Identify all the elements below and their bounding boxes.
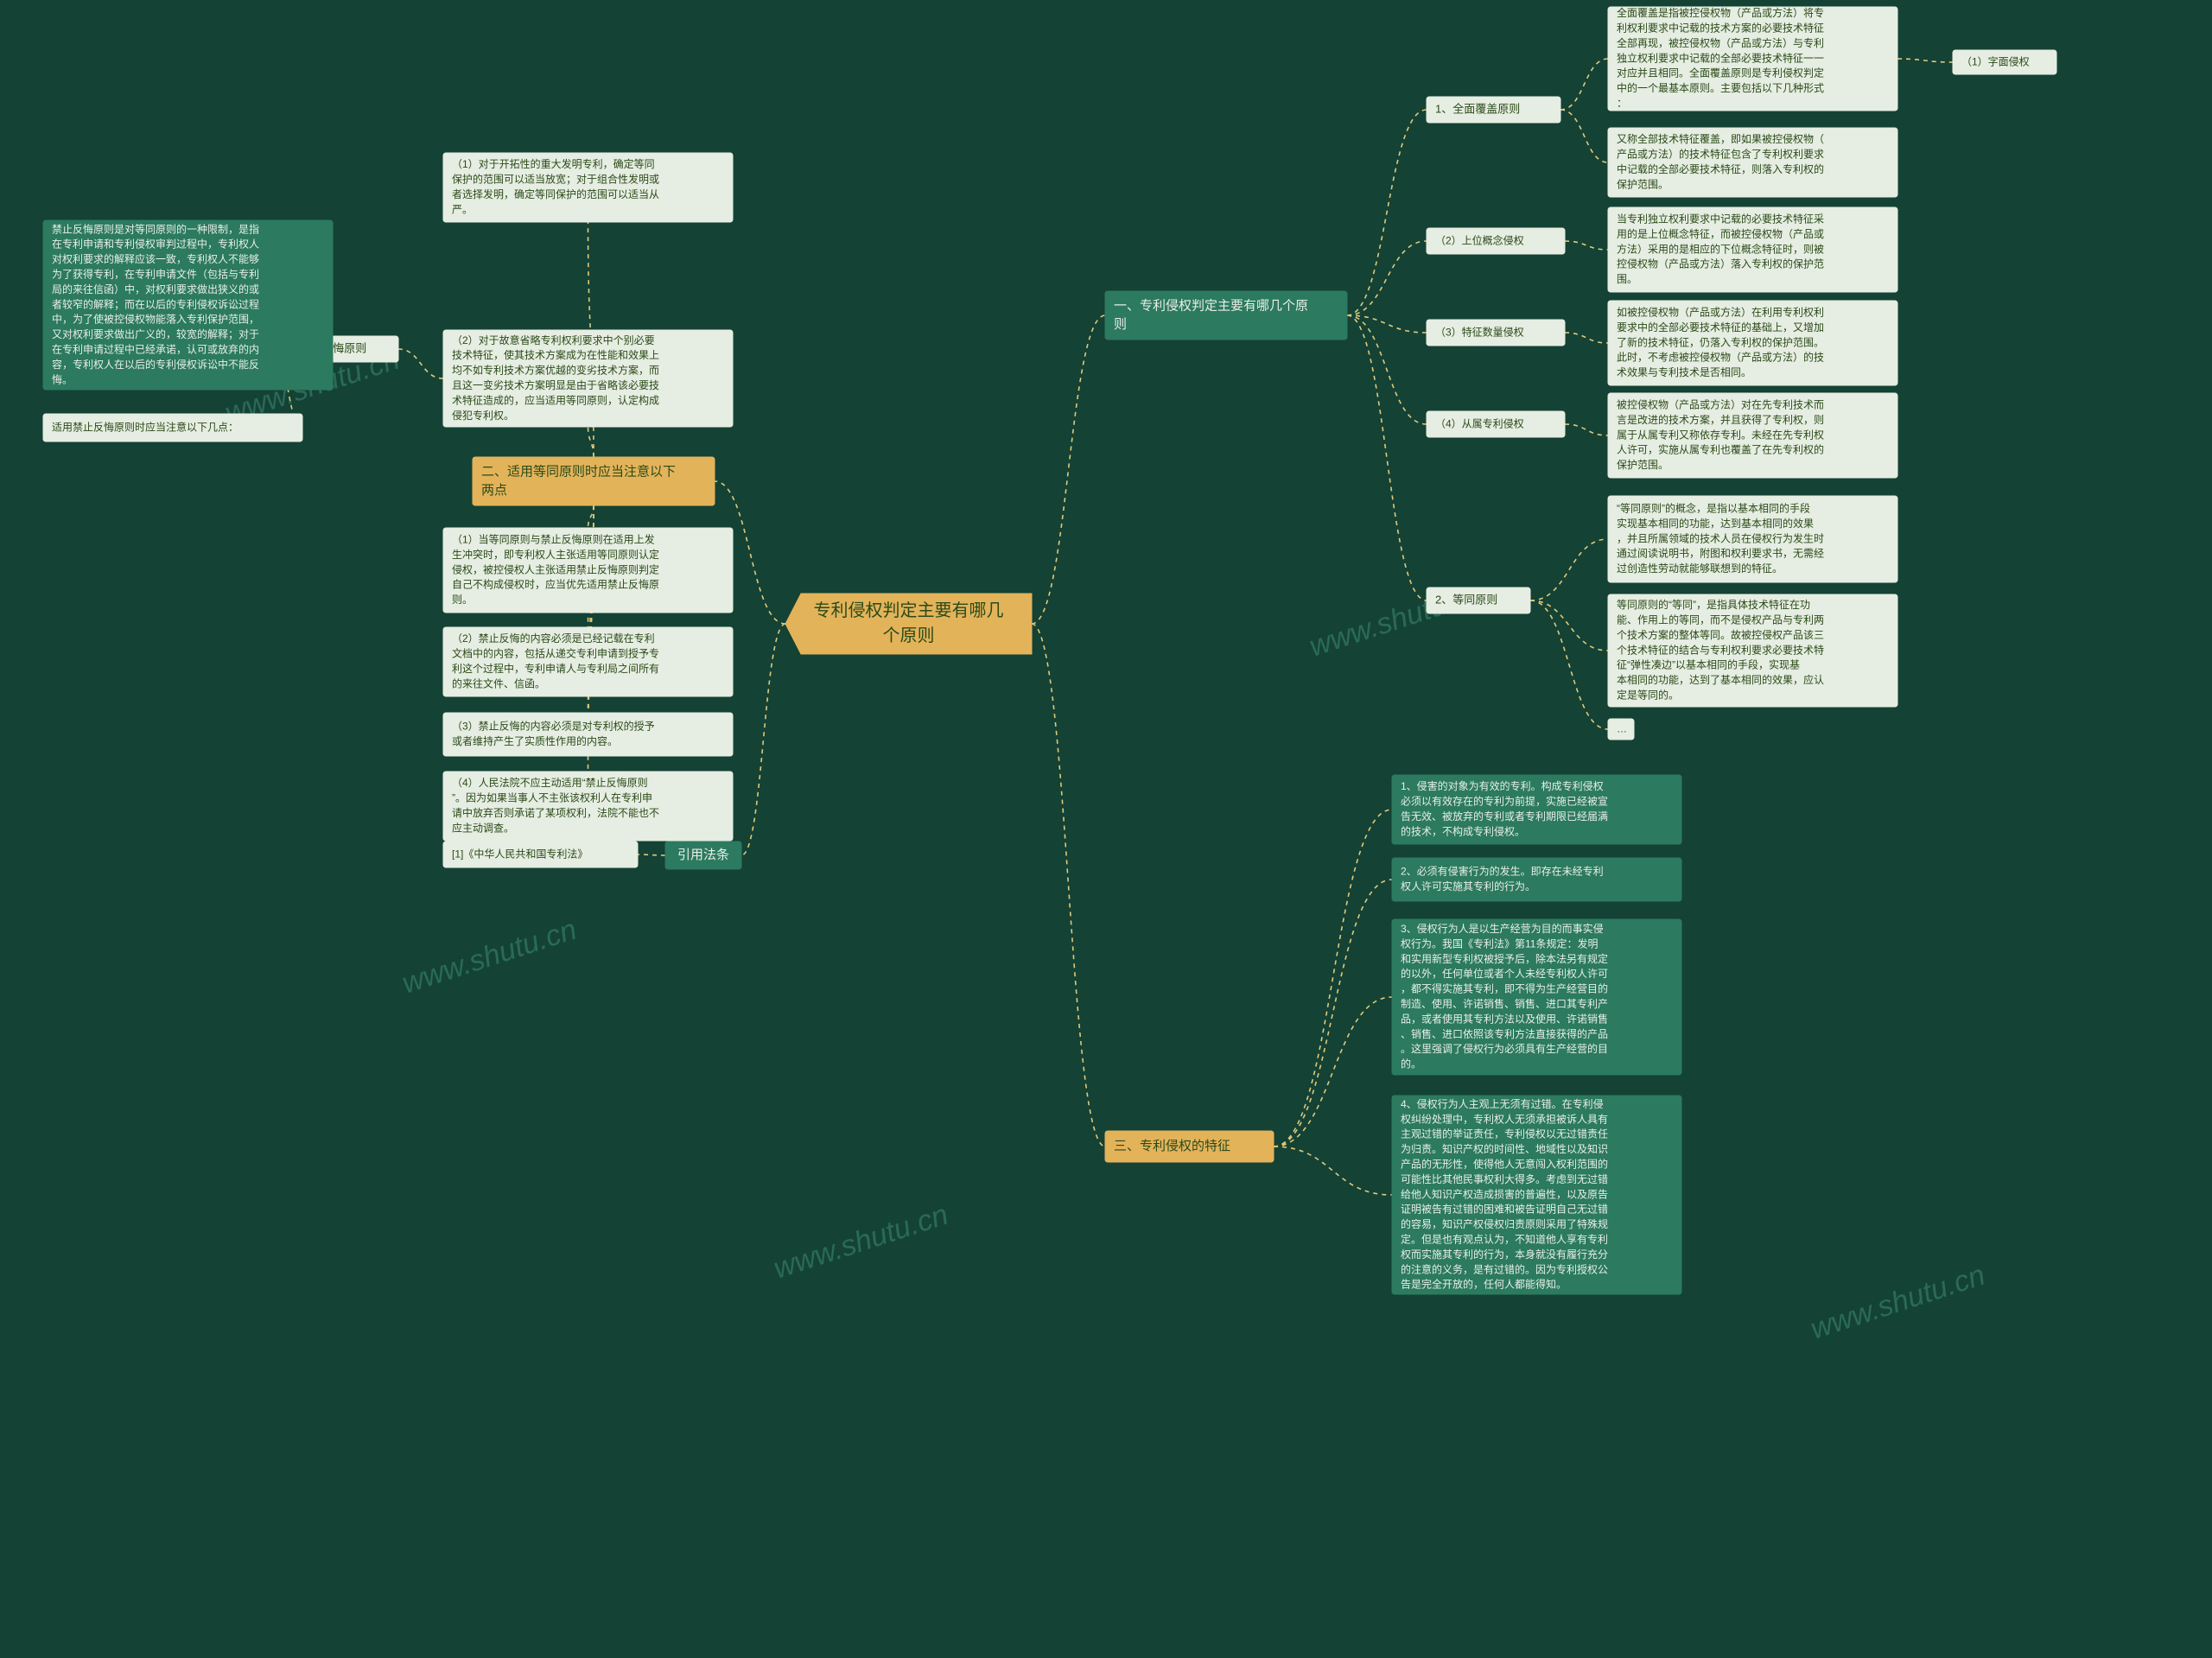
mindmap-link [398,349,443,378]
mindmap-link [1274,880,1392,1147]
mindmap-link [1565,241,1608,250]
mindmap-node-label: 全面覆盖是指被控侵权物（产品或方法）将专利权利要求中记载的技术方案的必要技术特征… [1617,6,1824,109]
mindmap-node-label: 1、全面覆盖原则 [1435,103,1520,116]
mindmap-link [1347,110,1427,315]
mindmap-link [588,427,594,457]
mindmap-node[interactable]: 三、专利侵权的特征 [1105,1131,1274,1162]
mindmap-link [741,624,785,855]
mindmap-node[interactable]: （2）上位概念侵权 [1427,228,1565,254]
mindmap-node-label: 适用禁止反悔原则时应当注意以下几点： [52,420,238,433]
mindmap-node-label: … [1617,722,1627,734]
mindmap-node-label: （4）从属专利侵权 [1435,416,1524,429]
watermark: www.shutu.cn [770,1198,952,1286]
mindmap-node[interactable]: 引用法条 [665,842,741,869]
watermark: www.shutu.cn [1807,1259,1989,1346]
mindmap-node[interactable]: 1、全面覆盖原则 [1427,97,1560,123]
mindmap-node[interactable]: 又称全部技术特征覆盖，即如果被控侵权物（产品或方法）的技术特征包含了专利权利要求… [1608,128,1897,197]
mindmap-node-label: 禁止反悔原则是对等同原则的一种限制，是指在专利申请和专利侵权审判过程中，专利权人… [52,222,259,385]
mindmap-link [1530,600,1608,651]
mindmap-link [1347,315,1427,333]
mindmap-node[interactable]: 当专利独立权利要求中记载的必要技术特征采用的是上位概念特征，而被控侵权物（产品或… [1608,207,1897,292]
mindmap-node[interactable]: 2、必须有侵害行为的发生。即存在未经专利权人许可实施其专利的行为。 [1392,858,1681,901]
mindmap-node[interactable]: 1、侵害的对象为有效的专利。构成专利侵权必须以有效存在的专利为前提，实施已经被宣… [1392,775,1681,844]
mindmap-node-label: 等同原则的“等同”，是指具体技术特征在功能、作用上的等同，而不是侵权产品与专利两… [1617,598,1824,701]
mindmap-node-label: 2、等同原则 [1435,594,1497,607]
mindmap-node[interactable]: 等同原则的“等同”，是指具体技术特征在功能、作用上的等同，而不是侵权产品与专利两… [1608,594,1897,707]
mindmap-link [1897,59,1953,62]
mindmap-link [1565,424,1608,435]
mindmap-link [1565,333,1608,343]
mindmap-node[interactable]: 被控侵权物（产品或方法）对在先专利技术而言是改进的技术方案，并且获得了专利权，则… [1608,393,1897,478]
mindmap-node[interactable]: （2）对于故意省略专利权利要求中个别必要技术特征，使其技术方案成为在性能和效果上… [443,330,733,427]
mindmap-node[interactable]: 全面覆盖是指被控侵权物（产品或方法）将专利权利要求中记载的技术方案的必要技术特征… [1608,6,1897,111]
mindmap-node[interactable]: （4）人民法院不应主动适用“禁止反悔原则”。因为如果当事人不主张该权利人在专利申… [443,772,733,841]
mindmap-node[interactable]: 3、侵权行为人是以生产经营为目的而事实侵权行为。我国《专利法》第11条规定：发明… [1392,919,1681,1075]
mindmap-node-label: 三、专利侵权的特征 [1114,1139,1230,1153]
mindmap-canvas: www.shutu.cnwww.shutu.cnwww.shutu.cnwww.… [0,0,2212,1658]
mindmap-node[interactable]: 二、适用等同原则时应当注意以下两点 [473,457,715,505]
mindmap-node[interactable]: 专利侵权判定主要有哪几个原则 [785,594,1032,654]
mindmap-link [1032,315,1105,624]
mindmap-node[interactable]: “等同原则”的概念，是指以基本相同的手段实现基本相同的功能，达到基本相同的效果，… [1608,496,1897,582]
mindmap-link [1347,315,1427,600]
mindmap-link [1530,539,1608,600]
mindmap-node[interactable]: （1）当等同原则与禁止反悔原则在适用上发生冲突时，即专利权人主张适用等同原则认定… [443,528,733,613]
mindmap-node[interactable]: … [1608,719,1634,740]
mindmap-node[interactable]: 禁止反悔原则是对等同原则的一种限制，是指在专利申请和专利侵权审判过程中，专利权人… [43,220,333,390]
mindmap-node[interactable]: （3）禁止反悔的内容必须是对专利权的授予或者维持产生了实质性作用的内容。 [443,713,733,756]
mindmap-node[interactable]: （4）从属专利侵权 [1427,411,1565,437]
mindmap-link [1560,59,1608,110]
watermark: www.shutu.cn [398,913,581,1001]
mindmap-node[interactable]: 4、侵权行为人主观上无须有过错。在专利侵权纠纷处理中，专利权人无须承担被诉人具有… [1392,1096,1681,1294]
mindmap-node[interactable]: （1）对于开拓性的重大发明专利，确定等同保护的范围可以适当放宽；对于组合性发明或… [443,153,733,222]
mindmap-link [1032,624,1105,1147]
mindmap-link [1347,241,1427,315]
mindmap-node-label: 引用法条 [677,848,729,862]
mindmap-link [638,854,665,855]
mindmap-node-label: （1）字面侵权 [1961,54,2030,67]
mindmap-node-label: （2）上位概念侵权 [1435,233,1524,246]
mindmap-node[interactable]: [1]《中华人民共和国专利法》 [443,842,638,867]
mindmap-link [1274,1147,1392,1195]
mindmap-node[interactable]: 2、等同原则 [1427,588,1530,613]
mindmap-link [1274,997,1392,1147]
mindmap-node[interactable]: （2）禁止反悔的内容必须是已经记载在专利文档中的内容，包括从递交专利申请到授予专… [443,627,733,696]
mindmap-link [1274,810,1392,1147]
mindmap-link [1530,600,1608,729]
mindmap-node[interactable]: 如被控侵权物（产品或方法）在利用专利权利要求中的全部必要技术特征的基础上，又增加… [1608,301,1897,385]
mindmap-node-label: [1]《中华人民共和国专利法》 [452,847,588,860]
mindmap-node-label: （3）特征数量侵权 [1435,325,1524,338]
mindmap-node[interactable]: 一、专利侵权判定主要有哪几个原则 [1105,291,1347,340]
mindmap-node[interactable]: （1）字面侵权 [1953,50,2056,74]
mindmap-link [1560,110,1608,162]
mindmap-node[interactable]: （3）特征数量侵权 [1427,320,1565,346]
mindmap-node[interactable]: 适用禁止反悔原则时应当注意以下几点： [43,414,302,441]
